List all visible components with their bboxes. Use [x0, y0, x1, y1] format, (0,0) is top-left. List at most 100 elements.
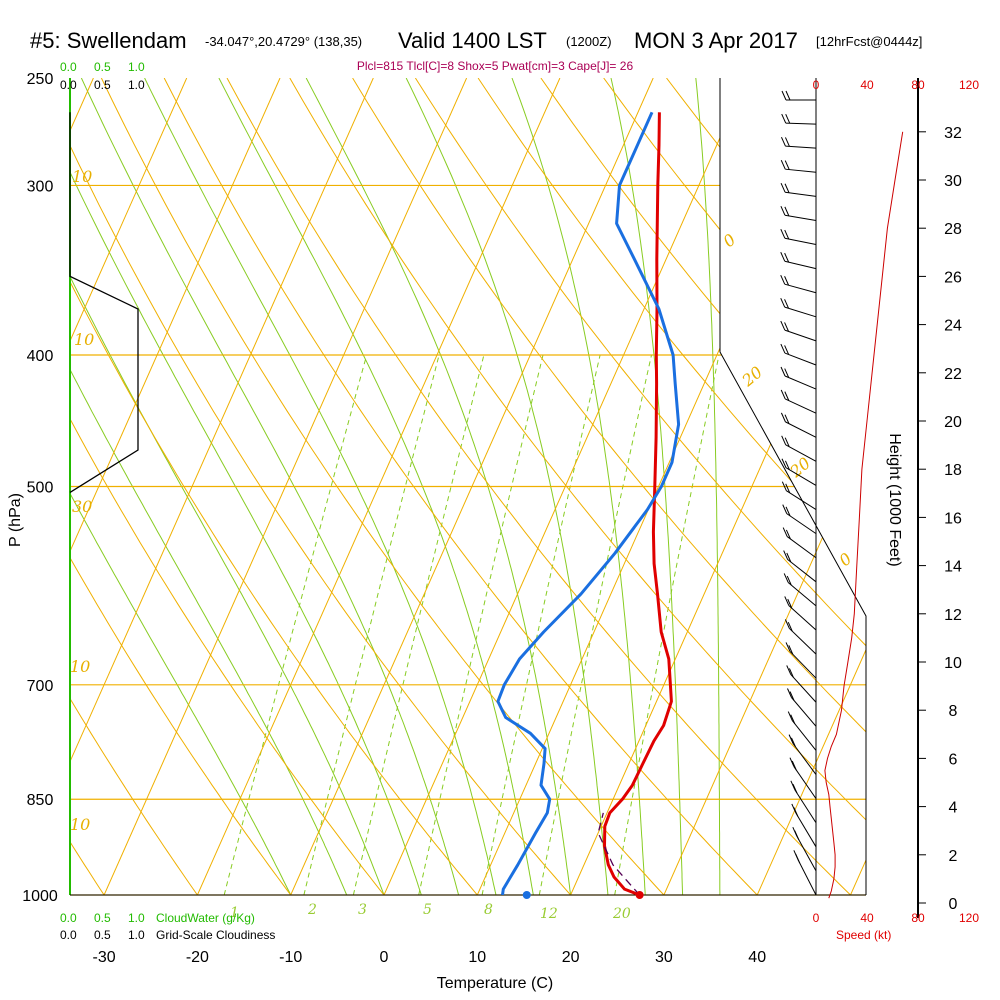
- wind-barb-flag: [784, 229, 790, 240]
- wind-barb-flag: [781, 113, 787, 124]
- surface-temperature-point: [635, 891, 644, 899]
- height-tick-label: 0: [949, 896, 958, 913]
- wind-barb: [789, 651, 817, 679]
- mixing-ratio-label: 5: [423, 902, 432, 918]
- cloudiness-tick-top: 0.0: [60, 78, 77, 92]
- mixing-ratio-label: 8: [484, 902, 493, 918]
- isotherm-line: [70, 78, 188, 895]
- cloud-water-tick-top: 0.5: [94, 60, 111, 74]
- location-text: -34.047°,20.4729° (138,35): [205, 34, 362, 49]
- pressure-tick-label: 400: [27, 348, 54, 365]
- speed-tick-top: 80: [911, 78, 925, 92]
- wind-barb-flag: [785, 642, 791, 652]
- speed-tick-bottom: 0: [813, 911, 820, 925]
- wind-barb-flag: [782, 527, 788, 537]
- temperature-tick-label: 40: [748, 949, 766, 966]
- wind-barb: [787, 559, 817, 583]
- speed-tick-bottom: 120: [959, 911, 979, 925]
- wind-barb-flag: [784, 619, 790, 629]
- moist-adiabats: [70, 78, 721, 895]
- mixing-ratio-label: 20: [612, 906, 631, 922]
- wind-barb-flag: [784, 137, 790, 147]
- wind-barb-flag: [787, 711, 793, 721]
- wind-barb-flag: [787, 598, 793, 609]
- temperature-line: [603, 112, 673, 895]
- wind-barb: [784, 237, 817, 246]
- dry-adiabat-label: 30: [72, 497, 92, 516]
- wind-barb: [785, 421, 817, 438]
- y-axis-label: P (hPa): [7, 493, 24, 547]
- moist-adiabat-line: [70, 78, 422, 895]
- date-text: MON 3 Apr 2017: [634, 28, 798, 53]
- mixing-ratio-line: [303, 354, 440, 895]
- wind-barb-flag: [785, 529, 791, 540]
- height-tick-label: 32: [944, 125, 962, 142]
- mixing-ratio-line: [481, 354, 601, 895]
- moist-adiabat-line: [305, 78, 572, 895]
- height-tick-label: 18: [944, 462, 962, 479]
- wind-barbs: [780, 90, 817, 896]
- height-tick-label: 28: [944, 221, 962, 238]
- height-tick-label: 8: [949, 703, 958, 720]
- pressure-tick-label: 300: [27, 178, 54, 195]
- pressure-tick-label: 700: [27, 678, 54, 695]
- wind-barb-flag: [781, 481, 787, 491]
- wind-barb-flag: [784, 345, 790, 355]
- speed-tick-top: 120: [959, 78, 979, 92]
- wind-barb-flag: [791, 760, 797, 771]
- dry-adiabat-label: 10: [72, 167, 92, 186]
- parcel-path-line: [597, 812, 641, 895]
- cloudiness-tick-bottom: 0.5: [94, 928, 111, 942]
- height-tick-label: 12: [944, 607, 962, 624]
- wind-barb-flag: [787, 688, 792, 698]
- station-title: #5: Swellendam: [30, 28, 187, 53]
- mixing-ratio-label: 3: [358, 902, 367, 918]
- wind-barb-flag: [784, 414, 790, 424]
- wind-barb-flag: [784, 276, 790, 286]
- wind-barb-flag: [784, 252, 790, 263]
- wind-barb-flag: [788, 734, 794, 744]
- x-axis-label: Temperature (C): [437, 975, 553, 992]
- wind-barb-flag: [781, 90, 787, 101]
- dewpoint-line: [496, 111, 681, 895]
- wind-barb-flag: [785, 114, 791, 124]
- height-tick-label: 6: [949, 751, 958, 768]
- cloudiness-tick-bottom: 0.0: [60, 928, 77, 942]
- wind-barb: [795, 812, 817, 848]
- wind-barb-flag: [786, 665, 792, 675]
- wind-barb: [784, 306, 817, 318]
- mixing-ratio-line: [223, 354, 368, 895]
- wind-barb-flag: [780, 389, 786, 400]
- wind-barb: [784, 191, 817, 197]
- mixing-ratio-label: 12: [540, 906, 558, 922]
- wind-barb-flag: [793, 807, 799, 817]
- wind-barb-flag: [790, 780, 796, 791]
- cloud-water-tick-top: 0.0: [60, 60, 77, 74]
- wind-barb-flag: [784, 391, 790, 401]
- wind-barb-flag: [780, 206, 786, 216]
- cloud-water-tick-top: 1.0: [128, 60, 145, 74]
- wind-barb-flag: [784, 460, 790, 470]
- pressure-tick-label: 1000: [22, 888, 58, 905]
- wind-barb-flag: [795, 853, 801, 864]
- valid-time-text: Valid 1400 LST: [398, 28, 547, 53]
- mixing-ratio-line: [614, 354, 720, 895]
- cloud-cover-line: [69, 112, 139, 493]
- moist-adiabat-line: [80, 78, 460, 895]
- wind-barb-flag: [794, 830, 800, 840]
- wind-barb-flag: [781, 435, 787, 446]
- cloud-water-tick-bottom: 0.5: [94, 911, 111, 925]
- dry-adiabat-labels: 10 0 10 20 30 20 10 0 10: [70, 167, 855, 834]
- cloudiness-tick-bottom: 1.0: [128, 928, 145, 942]
- wind-barb: [786, 536, 817, 559]
- wind-barb-flag: [780, 343, 786, 354]
- temperature-tick-label: 30: [655, 949, 673, 966]
- mixing-ratio-line: [352, 354, 485, 895]
- wind-barb-flag: [783, 573, 789, 583]
- temperature-tick-labels: -30 -20 -10 0 10 20 30 40: [93, 949, 767, 966]
- wind-barb-flag: [780, 297, 786, 308]
- wind-barb-flag: [790, 714, 796, 724]
- wind-barb-flag: [781, 458, 787, 468]
- wind-barb-flag: [784, 206, 790, 217]
